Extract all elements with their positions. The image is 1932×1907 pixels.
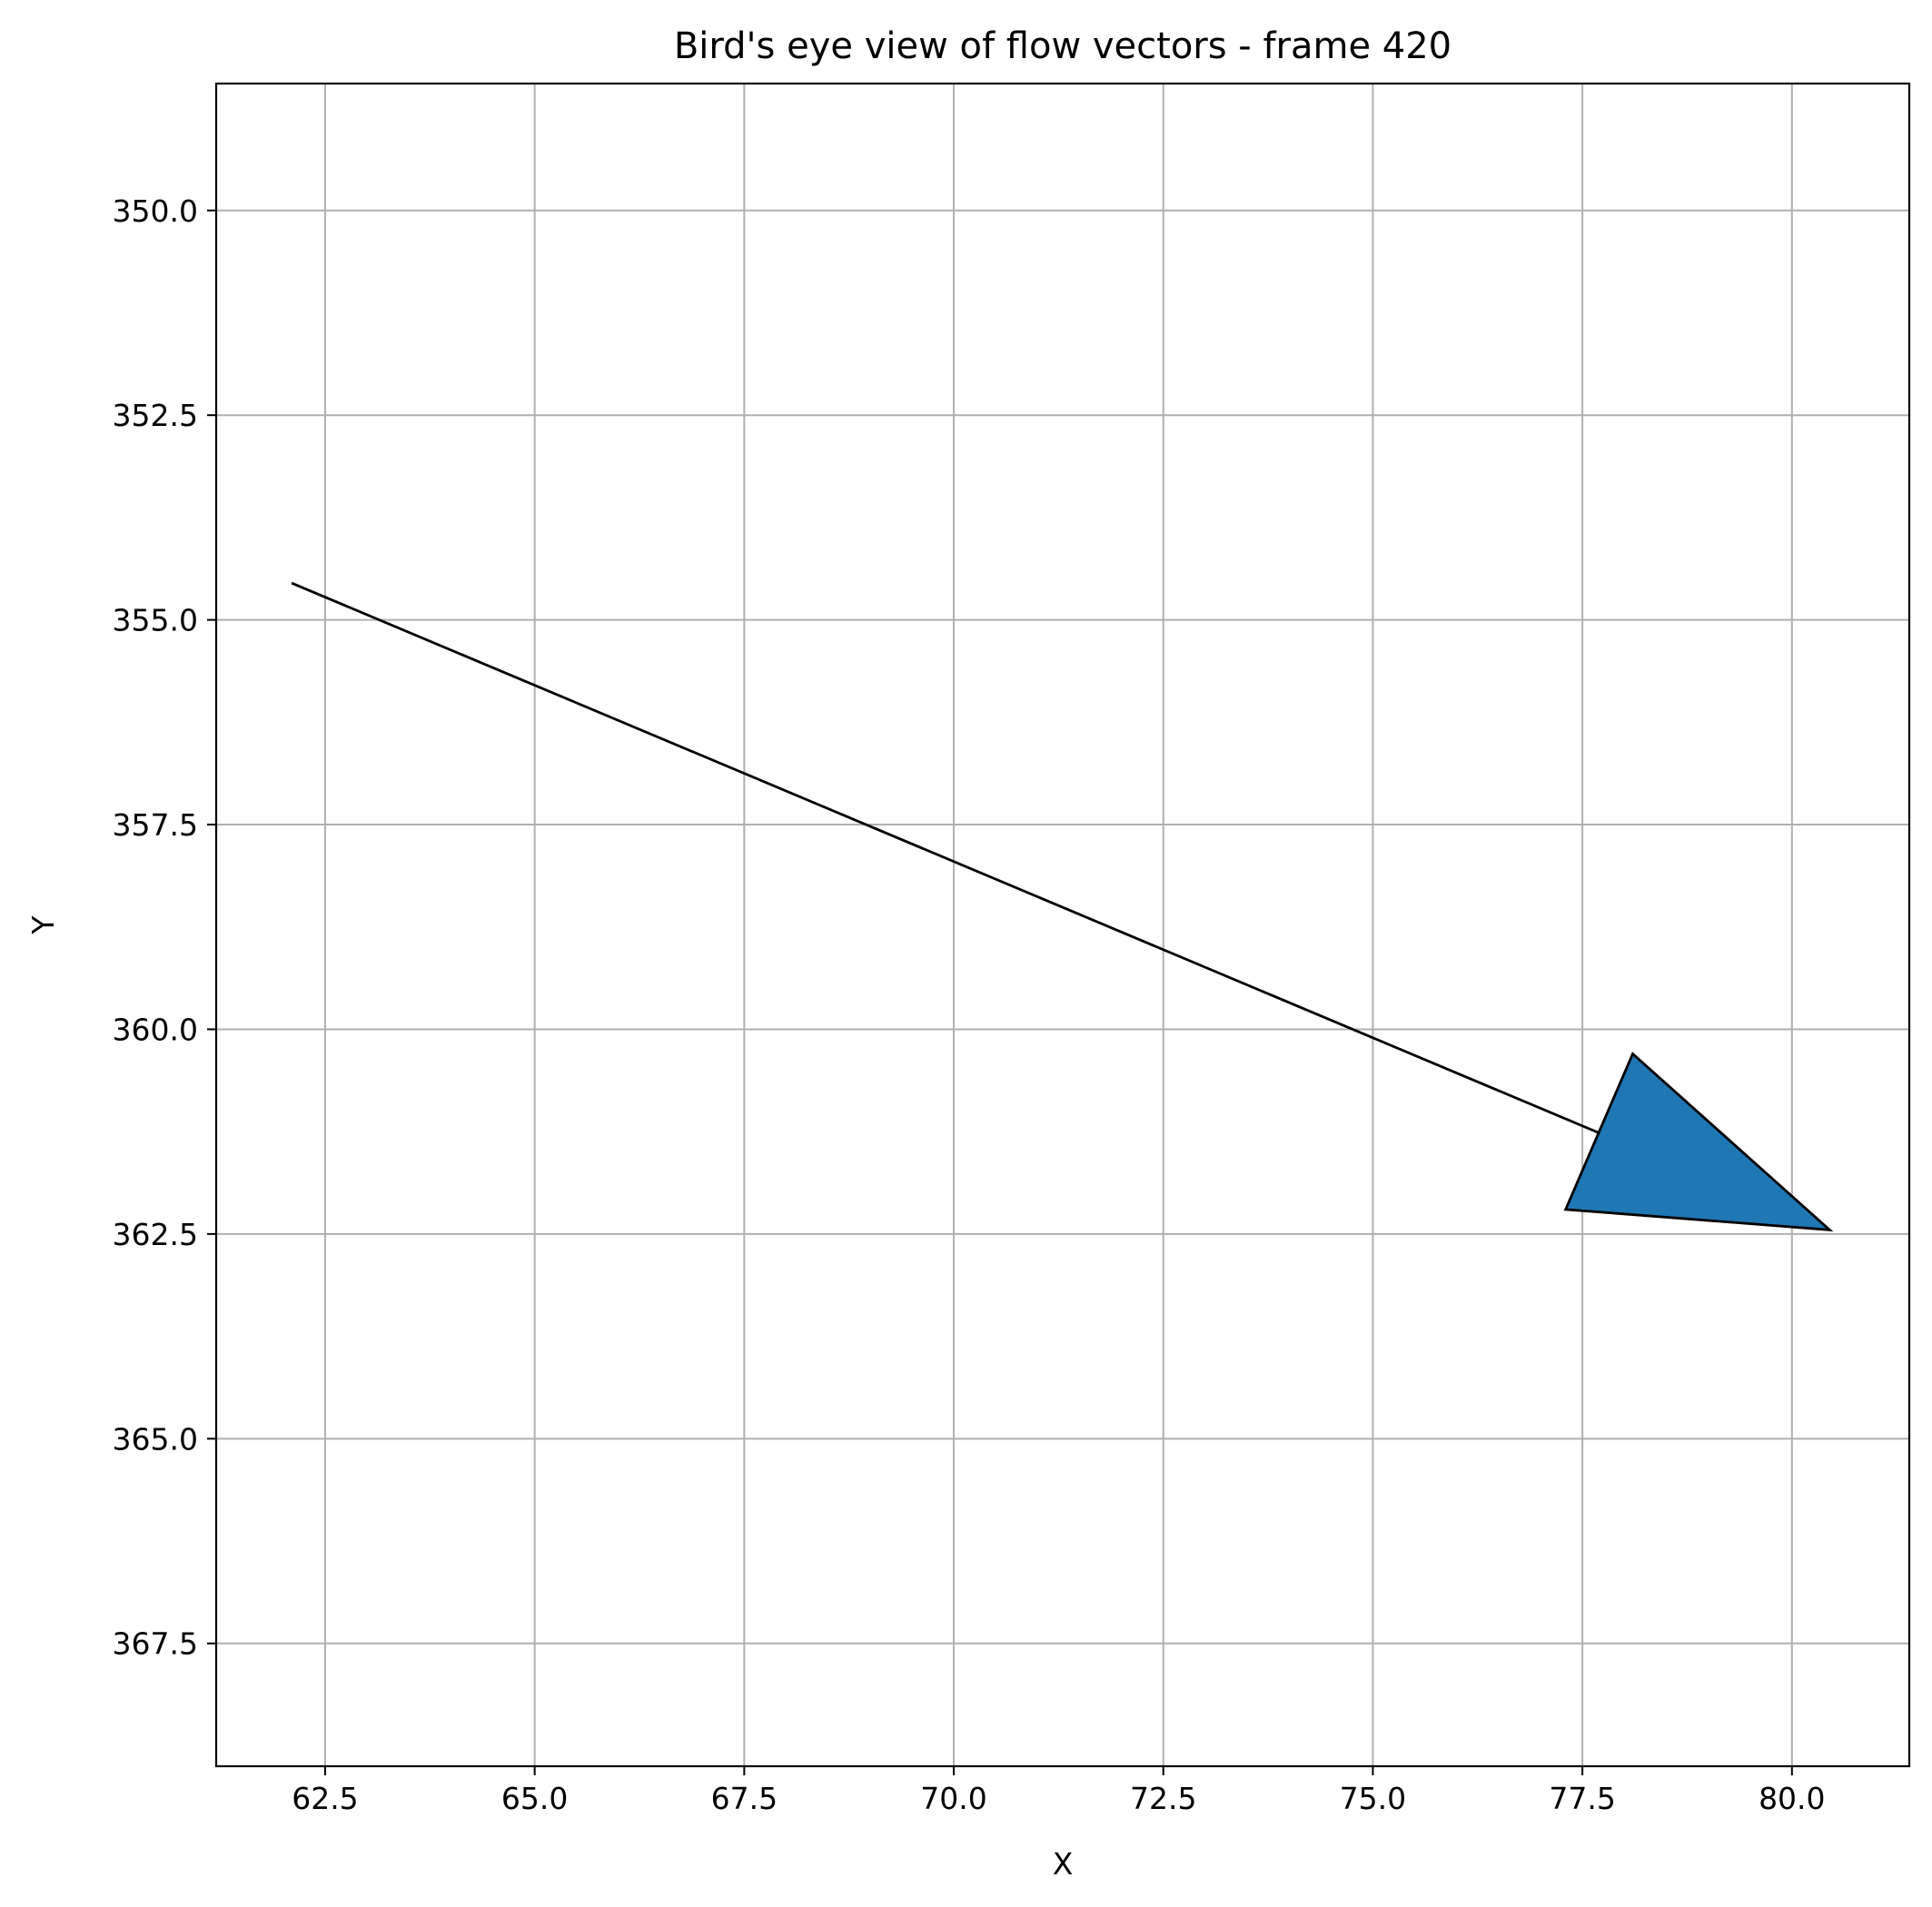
y-axis-title: Y [25, 915, 61, 935]
x-tick-label: 77.5 [1549, 1781, 1615, 1816]
y-tick-label: 350.0 [113, 193, 198, 229]
plot-frame [214, 82, 1911, 1768]
plot-data [291, 581, 1834, 1232]
ticks: 62.5 65.0 67.5 70.0 72.5 75.0 77.5 80.0 350.0 352… [113, 193, 1826, 1816]
arrow-shaft [291, 581, 1830, 1231]
y-tick-label: 352.5 [113, 398, 198, 433]
y-tick-label: 355.0 [113, 603, 198, 638]
x-tick-label: 72.5 [1130, 1781, 1196, 1816]
y-tick-label: 360.0 [113, 1012, 198, 1047]
y-tick-label: 367.5 [113, 1626, 198, 1662]
grid [216, 84, 1909, 1766]
arrow-head [1563, 1052, 1834, 1232]
y-tick-label: 365.0 [113, 1421, 198, 1457]
chart-title: Bird's eye view of flow vectors - frame … [674, 25, 1451, 67]
x-tick-label: 75.0 [1340, 1781, 1406, 1816]
x-axis-title: X [1053, 1846, 1074, 1882]
x-tick-label: 62.5 [292, 1781, 358, 1816]
x-tick-label: 80.0 [1759, 1781, 1825, 1816]
x-tick-label: 70.0 [920, 1781, 986, 1816]
x-tick-label: 67.5 [711, 1781, 778, 1816]
y-tick-label: 357.5 [113, 807, 198, 843]
y-tick-label: 362.5 [113, 1217, 198, 1252]
x-tick-label: 65.0 [501, 1781, 568, 1816]
